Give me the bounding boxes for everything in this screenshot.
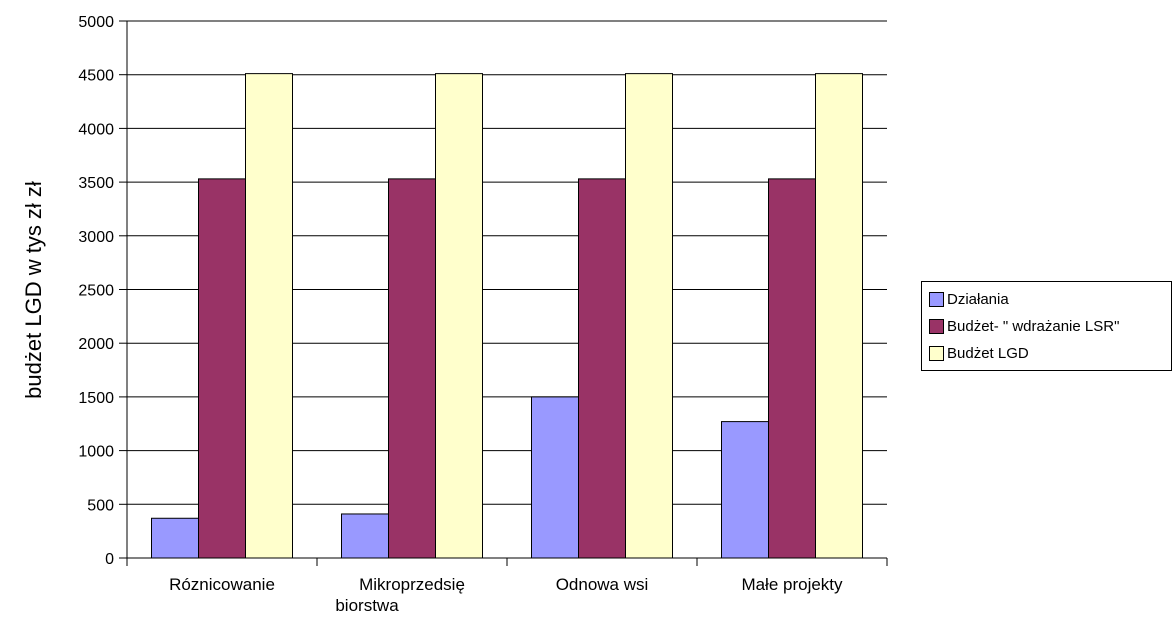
- legend-swatch-budzet-lgd: [929, 345, 944, 361]
- bar: [578, 178, 626, 559]
- bar: [721, 421, 769, 559]
- legend-label-budzet-wdrazanie: Budżet- " wdrażanie LSR": [947, 317, 1120, 335]
- bar: [768, 178, 816, 559]
- y-tick-label: 2500: [78, 283, 114, 300]
- y-tick-label: 0: [105, 551, 114, 568]
- y-tick-label: 5000: [78, 14, 114, 31]
- bar: [245, 73, 293, 559]
- legend-label-dzialania: Działania: [947, 290, 1009, 308]
- x-tick-label-line: Róznicowanie: [169, 575, 275, 594]
- y-axis-label: budżet LGD w tys zł zł: [21, 181, 46, 399]
- y-tick-label: 4000: [78, 121, 114, 138]
- bar: [388, 178, 436, 559]
- x-tick-label: Małe projekty: [741, 575, 843, 594]
- x-tick-label: Mikroprzedsię biorstwa: [335, 575, 465, 615]
- bar: [625, 73, 673, 559]
- x-tick-label-line: biorstwa: [335, 596, 399, 615]
- bar: [815, 73, 863, 559]
- y-tick-label: 3000: [78, 229, 114, 246]
- chart-legend: Działania Budżet- " wdrażanie LSR" Budże…: [921, 281, 1172, 371]
- y-tick-label: 1500: [78, 390, 114, 407]
- legend-swatch-dzialania: [929, 291, 944, 307]
- x-tick-label-line: Mikroprzedsię: [359, 575, 465, 594]
- bar: [151, 517, 199, 559]
- y-tick-label: 2000: [78, 336, 114, 353]
- bar: [341, 513, 389, 559]
- x-tick-label-line: Odnowa wsi: [556, 575, 649, 594]
- y-tick-label: 500: [87, 497, 114, 514]
- legend-swatch-budzet-wdrazanie: [929, 318, 944, 334]
- x-tick-label: Odnowa wsi: [556, 575, 649, 594]
- legend-item-budzet-lgd: Budżet LGD: [929, 343, 1029, 363]
- y-tick-label: 4500: [78, 68, 114, 85]
- y-tick-label: 1000: [78, 444, 114, 461]
- x-tick-label-line: Małe projekty: [741, 575, 843, 594]
- bar: [435, 73, 483, 559]
- legend-item-budzet-wdrazanie: Budżet- " wdrażanie LSR": [929, 316, 1119, 336]
- bar: [198, 178, 246, 559]
- legend-item-dzialania: Działania: [929, 289, 1009, 309]
- legend-label-budzet-lgd: Budżet LGD: [947, 344, 1029, 362]
- y-tick-label: 3500: [78, 175, 114, 192]
- x-tick-label: Róznicowanie: [169, 575, 275, 594]
- bar: [531, 396, 579, 559]
